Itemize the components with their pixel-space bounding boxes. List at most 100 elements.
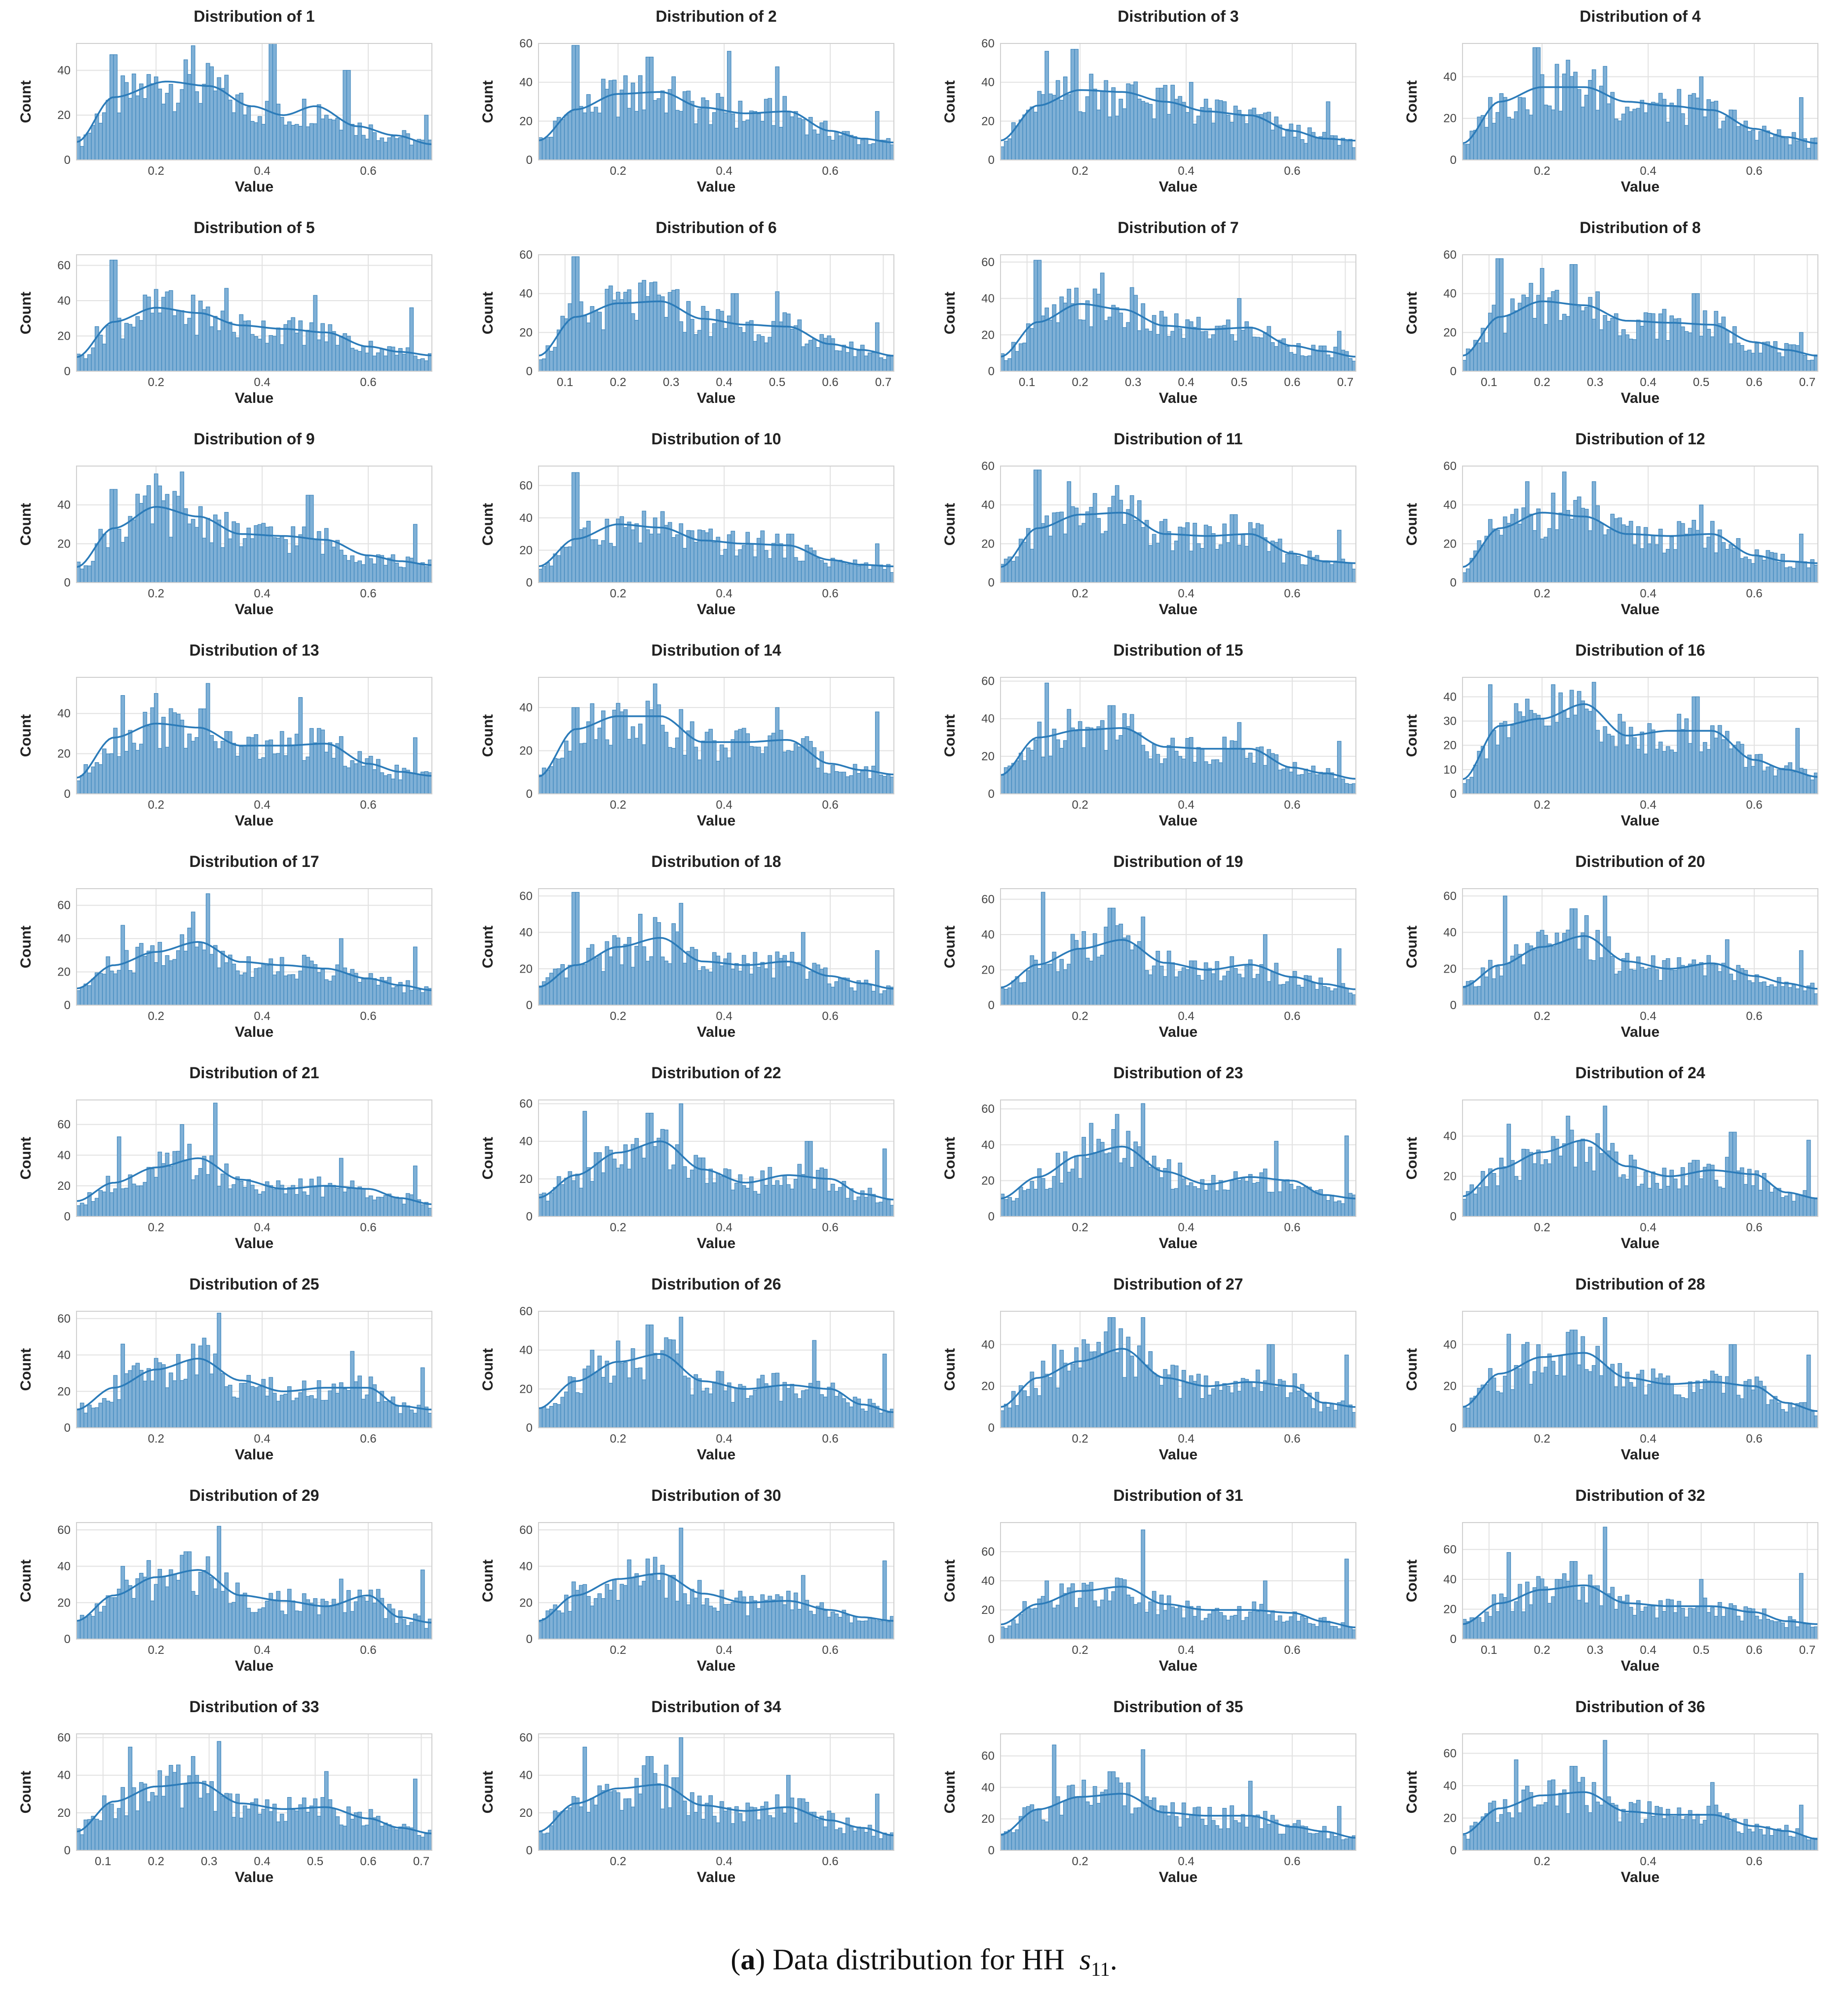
histogram-bar [83, 1412, 88, 1428]
y-tick-label: 0 [1450, 1844, 1457, 1857]
x-tick-label: 0.2 [1072, 587, 1088, 600]
histogram-bar [1055, 80, 1060, 160]
histogram-bar [860, 1621, 865, 1640]
histogram-bar [1314, 350, 1319, 372]
x-tick-label: 0.1 [557, 376, 573, 389]
histogram-bar [1799, 1194, 1804, 1217]
histogram-bar [183, 1784, 188, 1851]
histogram-bar [413, 524, 418, 583]
histogram-bar [298, 320, 303, 372]
histogram-bar [1096, 726, 1101, 794]
histogram-bar [830, 1183, 835, 1217]
histogram-bar [723, 548, 728, 583]
histogram-bar [1037, 1808, 1042, 1851]
histogram-bar [1769, 984, 1774, 1006]
histogram-bar [1776, 352, 1781, 372]
histogram-bar [1536, 1149, 1541, 1217]
histogram-bar [1791, 771, 1796, 794]
histogram-bar [1603, 315, 1608, 372]
x-tick-label: 0.6 [360, 1010, 376, 1023]
histogram-bar [1233, 1615, 1238, 1640]
histogram-bar [353, 135, 358, 160]
histogram-bar [1495, 744, 1500, 794]
y-tick-label: 60 [519, 1097, 533, 1111]
y-tick-label: 20 [981, 328, 995, 342]
histogram-bar [1248, 959, 1253, 1006]
histogram-bar [157, 1151, 162, 1217]
histogram-bar [394, 1196, 399, 1217]
histogram-bar [575, 472, 580, 583]
histogram-bar [1647, 1188, 1652, 1217]
histogram-bar [671, 1575, 676, 1640]
histogram-bar [1532, 1163, 1537, 1217]
histogram-bar [682, 1375, 687, 1428]
histogram-bar [775, 291, 780, 372]
histogram-bar [98, 973, 103, 1006]
histogram-bar [1329, 1832, 1334, 1851]
histogram-bar [582, 743, 587, 794]
histogram-bar [357, 560, 362, 583]
histogram-bar [864, 1832, 869, 1851]
histogram-bar [387, 1193, 392, 1217]
histogram-bar [1267, 1614, 1271, 1640]
histogram-bar [143, 1783, 148, 1851]
x-axis-label: Value [1159, 1024, 1197, 1040]
histogram-bar [571, 45, 576, 160]
histogram-bar [1492, 730, 1497, 794]
histogram-bar [697, 1580, 702, 1640]
histogram-bar [834, 1396, 839, 1428]
histogram-bar [1181, 1617, 1186, 1640]
panel-title: Distribution of 12 [1575, 430, 1705, 448]
histogram-bar [1706, 1164, 1711, 1217]
histogram-bar [1052, 1176, 1057, 1217]
histogram-bar [1488, 1616, 1493, 1640]
histogram-bar [1692, 1160, 1696, 1217]
histogram-bar [693, 1374, 698, 1428]
histogram-bar [801, 346, 806, 372]
histogram-bar [1181, 967, 1186, 1006]
histogram-bar [294, 545, 299, 583]
histogram-bar [1089, 74, 1094, 160]
x-axis-label: Value [1621, 179, 1659, 195]
histogram-bar [827, 773, 832, 794]
histogram-bar [94, 326, 99, 372]
histogram-bar [1803, 561, 1808, 583]
caption-text: Data distribution for HH [772, 1943, 1065, 1976]
histogram-bar [1148, 1167, 1153, 1217]
histogram-bar [1296, 1820, 1301, 1851]
histogram-bar [578, 963, 583, 1006]
histogram-bar [424, 360, 429, 372]
histogram-bar [1662, 960, 1667, 1006]
histogram-bar [1584, 95, 1589, 160]
kde-curve [1462, 703, 1818, 781]
histogram-bar [1044, 1189, 1049, 1217]
y-tick-label: 0 [1450, 154, 1457, 167]
x-tick-label: 0.4 [1178, 587, 1194, 600]
histogram-bar [1625, 1178, 1630, 1217]
histogram-bar [1200, 1819, 1205, 1851]
histogram-bar [889, 1205, 894, 1217]
histogram-bar [627, 1559, 632, 1640]
y-tick-label: 20 [981, 1380, 995, 1393]
histogram-bar [1081, 747, 1086, 794]
histogram-bar [1263, 934, 1268, 1006]
histogram-bar [1200, 548, 1205, 583]
histogram-bar [1725, 330, 1730, 372]
histogram-bar [1469, 777, 1474, 794]
y-tick-label: 40 [519, 1135, 533, 1148]
y-tick-label: 40 [981, 712, 995, 726]
x-tick-label: 0.2 [1534, 1010, 1550, 1023]
histogram-bar [638, 1793, 643, 1851]
histogram-bar [128, 970, 133, 1006]
histogram-bar [1736, 1615, 1741, 1640]
histogram-bar [161, 1576, 166, 1640]
histogram-bar [797, 1608, 802, 1640]
histogram-bar [1465, 568, 1470, 583]
histogram-bar [875, 1620, 880, 1640]
histogram-bar [1048, 1377, 1053, 1428]
histogram-bar [213, 945, 218, 1006]
histogram-bar [852, 1831, 857, 1851]
histogram-bar [1669, 103, 1674, 160]
histogram-bar [1614, 1609, 1618, 1640]
histogram-bar [1477, 986, 1482, 1006]
